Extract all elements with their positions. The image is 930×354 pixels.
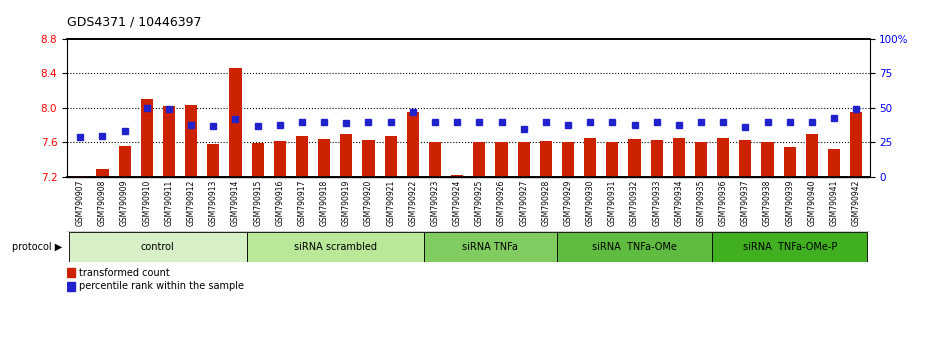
Bar — [739, 140, 751, 177]
Bar — [762, 143, 774, 177]
Bar — [473, 142, 485, 177]
Bar — [695, 143, 707, 177]
Text: GSM790942: GSM790942 — [852, 180, 861, 226]
Text: GSM790934: GSM790934 — [674, 180, 684, 226]
Text: GSM790913: GSM790913 — [209, 180, 218, 226]
Bar — [562, 143, 574, 177]
Bar — [118, 146, 131, 177]
Bar — [185, 104, 197, 177]
Text: GSM790932: GSM790932 — [630, 180, 639, 226]
Text: GSM790916: GSM790916 — [275, 180, 285, 226]
Text: GSM790910: GSM790910 — [142, 180, 152, 226]
Text: GSM790921: GSM790921 — [386, 180, 395, 226]
Text: GSM790935: GSM790935 — [697, 180, 706, 226]
Bar — [606, 142, 618, 177]
Text: GSM790940: GSM790940 — [807, 180, 817, 226]
Bar — [539, 141, 551, 177]
Bar — [518, 143, 530, 177]
Text: GSM790939: GSM790939 — [785, 180, 794, 226]
Bar — [273, 141, 286, 177]
Bar — [406, 112, 419, 177]
Text: GSM790925: GSM790925 — [475, 180, 484, 226]
Text: GSM790927: GSM790927 — [519, 180, 528, 226]
Text: GSM790908: GSM790908 — [98, 180, 107, 226]
Text: control: control — [141, 242, 175, 252]
Text: GSM790931: GSM790931 — [608, 180, 617, 226]
Text: GSM790933: GSM790933 — [652, 180, 661, 226]
Bar — [67, 282, 75, 291]
Bar — [784, 147, 796, 177]
Bar — [97, 169, 109, 177]
Text: GSM790907: GSM790907 — [75, 180, 85, 226]
Text: GSM790923: GSM790923 — [431, 180, 440, 226]
Text: transformed count: transformed count — [79, 268, 170, 278]
Text: GSM790920: GSM790920 — [364, 180, 373, 226]
Bar — [828, 149, 840, 177]
Bar — [296, 136, 308, 177]
Text: GSM790924: GSM790924 — [453, 180, 461, 226]
Bar — [74, 176, 86, 177]
Text: GSM790937: GSM790937 — [741, 180, 750, 226]
Bar — [651, 140, 663, 177]
Bar — [629, 139, 641, 177]
Bar — [584, 138, 596, 177]
Text: GSM790922: GSM790922 — [408, 180, 418, 226]
Bar — [429, 143, 441, 177]
Bar — [850, 112, 862, 177]
Bar — [424, 232, 557, 262]
Text: GSM790929: GSM790929 — [564, 180, 573, 226]
Bar — [67, 268, 75, 277]
Text: GSM790941: GSM790941 — [830, 180, 839, 226]
Text: GSM790912: GSM790912 — [187, 180, 195, 226]
Text: GSM790930: GSM790930 — [586, 180, 594, 226]
Text: GSM790919: GSM790919 — [342, 180, 351, 226]
Text: GSM790915: GSM790915 — [253, 180, 262, 226]
Bar — [69, 232, 246, 262]
Bar — [318, 139, 330, 177]
Text: GSM790936: GSM790936 — [719, 180, 727, 226]
Text: siRNA TNFa: siRNA TNFa — [462, 242, 518, 252]
Text: percentile rank within the sample: percentile rank within the sample — [79, 281, 244, 291]
Text: GSM790938: GSM790938 — [763, 180, 772, 226]
Text: protocol ▶: protocol ▶ — [12, 242, 62, 252]
Text: GSM790926: GSM790926 — [497, 180, 506, 226]
Text: siRNA  TNFa-OMe: siRNA TNFa-OMe — [592, 242, 677, 252]
Bar — [712, 232, 868, 262]
Bar — [385, 136, 397, 177]
Bar — [207, 144, 219, 177]
Bar — [246, 232, 424, 262]
Bar — [557, 232, 712, 262]
Text: GSM790909: GSM790909 — [120, 180, 129, 226]
Text: siRNA  TNFa-OMe-P: siRNA TNFa-OMe-P — [742, 242, 837, 252]
Bar — [340, 134, 352, 177]
Bar — [805, 134, 818, 177]
Text: GSM790928: GSM790928 — [541, 180, 551, 226]
Bar — [672, 138, 685, 177]
Text: GDS4371 / 10446397: GDS4371 / 10446397 — [67, 15, 202, 28]
Bar — [163, 106, 175, 177]
Bar — [717, 138, 729, 177]
Bar — [496, 143, 508, 177]
Bar — [140, 99, 153, 177]
Bar — [230, 68, 242, 177]
Bar — [363, 140, 375, 177]
Text: GSM790911: GSM790911 — [165, 180, 174, 226]
Text: siRNA scrambled: siRNA scrambled — [294, 242, 377, 252]
Bar — [251, 143, 264, 177]
Text: GSM790917: GSM790917 — [298, 180, 307, 226]
Text: GSM790918: GSM790918 — [320, 180, 328, 226]
Bar — [451, 175, 463, 177]
Text: GSM790914: GSM790914 — [231, 180, 240, 226]
